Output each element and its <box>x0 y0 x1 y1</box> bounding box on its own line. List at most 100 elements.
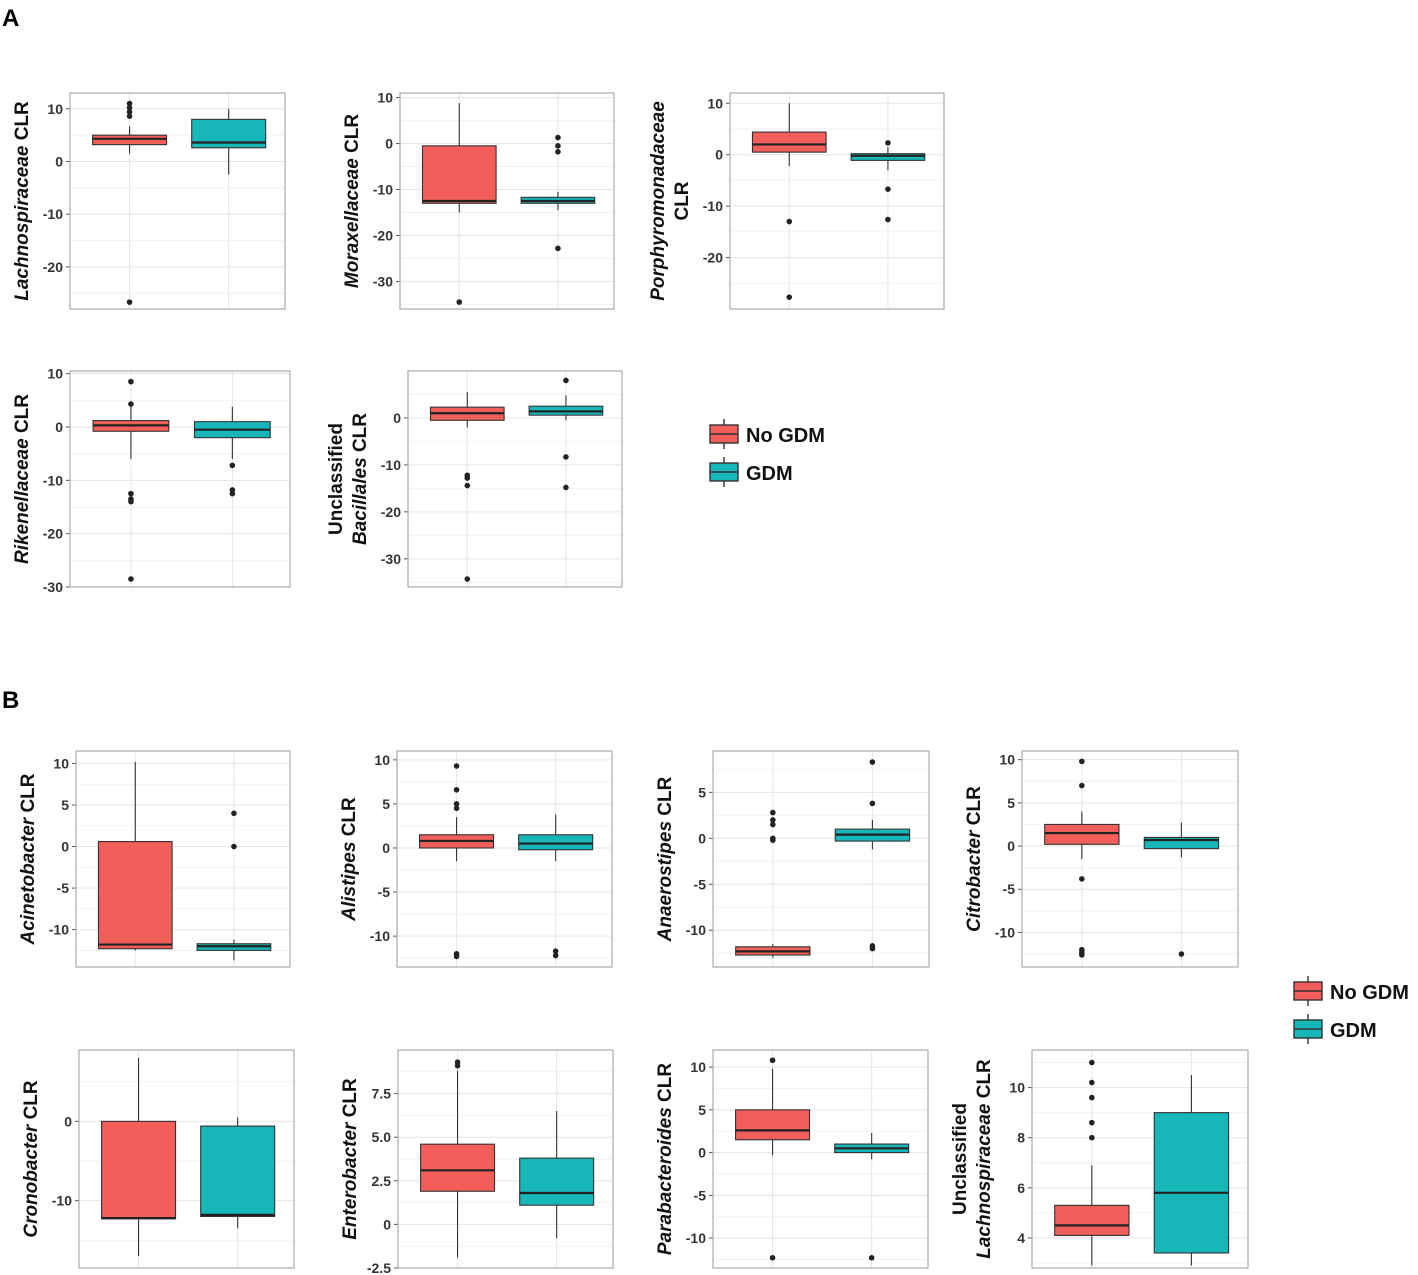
box-no-gdm <box>97 761 173 951</box>
y-tick-label: 0 <box>61 839 69 855</box>
y-tick-label: 10 <box>999 752 1015 768</box>
iqr-box <box>751 131 827 153</box>
y-tick-label: 0 <box>715 147 723 163</box>
y-tick-label: -30 <box>373 273 393 289</box>
outlier-point <box>128 490 134 497</box>
y-tick-label: 7.5 <box>372 1086 392 1102</box>
y-tick-label: -5 <box>57 880 70 896</box>
y-tick-label: 10 <box>1009 1080 1025 1096</box>
outlier-point <box>770 809 776 816</box>
y-tick-label: 5 <box>1007 795 1015 811</box>
outlier-point <box>126 113 133 119</box>
outlier-point <box>1079 876 1085 882</box>
y-tick-label: -10 <box>686 922 706 938</box>
boxplot-12: 10 8 6 4 Unclassified Lachnospiraceae CLR <box>950 1049 1249 1269</box>
y-axis-label: Unclassified <box>950 1103 971 1215</box>
box-gdm <box>191 108 267 175</box>
boxplot-3: 10 0 -10 -20 -30 Rikenellaceae CLR <box>12 366 291 595</box>
y-tick-label: -10 <box>43 472 63 488</box>
y-tick-label: 10 <box>377 90 393 106</box>
y-tick-label: -20 <box>43 259 63 275</box>
panel-label-a: A <box>2 5 19 32</box>
y-axis-label: Bacillales CLR <box>350 413 371 545</box>
plot-frame <box>397 1049 614 1269</box>
y-tick-label: -20 <box>381 504 401 520</box>
y-axis-label: Unclassified <box>326 423 347 535</box>
box-gdm <box>193 406 271 497</box>
boxplot-9: 0 -10 Cronobacter CLR <box>21 1049 295 1269</box>
y-axis-label: Lachnospiraceae CLR <box>974 1059 995 1259</box>
y-tick-label: 0 <box>393 410 401 426</box>
iqr-box <box>200 1125 276 1218</box>
y-tick-label: -10 <box>43 206 63 222</box>
outlier-point <box>231 810 237 817</box>
outlier-point <box>786 218 793 225</box>
y-tick-label: -5 <box>1003 881 1016 897</box>
plot-background <box>1022 751 1238 967</box>
outlier-point <box>869 800 876 807</box>
y-tick-label: -10 <box>49 922 69 938</box>
y-axis-label: Anaerostipes CLR <box>655 776 676 942</box>
iqr-box <box>421 145 497 204</box>
box-no-gdm <box>419 763 495 960</box>
outlier-point <box>453 801 460 807</box>
outlier-point <box>454 1062 461 1069</box>
legend-panel-a: No GDM GDM <box>709 419 825 487</box>
box-gdm <box>196 810 272 961</box>
y-tick-label: 0 <box>383 1216 391 1232</box>
plot-frame <box>69 92 286 310</box>
y-tick-label: 5 <box>698 784 706 800</box>
plot-background <box>70 371 290 587</box>
plot-background <box>408 371 622 587</box>
outlier-point <box>453 953 460 960</box>
outlier-point <box>453 805 460 812</box>
box-gdm <box>519 1111 595 1239</box>
y-tick-label: 0 <box>55 419 63 435</box>
box-no-gdm <box>735 809 811 958</box>
y-axis-label: Citrobacter CLR <box>964 786 985 932</box>
y-tick-label: -10 <box>703 198 723 214</box>
plot-background <box>713 751 929 967</box>
box-no-gdm <box>92 100 168 305</box>
boxplot-1: 10 0 -10 -20 -30 Moraxellaceae CLR <box>342 90 615 310</box>
box-gdm <box>200 1117 276 1229</box>
y-tick-label: 10 <box>47 101 63 117</box>
plot-frame <box>712 750 930 968</box>
outlier-point <box>563 377 569 384</box>
outlier-point <box>464 576 471 582</box>
iqr-box <box>1054 1204 1130 1236</box>
y-tick-label: 5 <box>382 796 390 812</box>
y-axis-label: Moraxellaceae CLR <box>342 114 363 289</box>
outlier-point <box>552 948 559 954</box>
legend-label-gdm: GDM <box>1330 1020 1377 1042</box>
y-tick-label: 0 <box>385 136 393 152</box>
y-tick-label: 10 <box>690 1059 706 1075</box>
plot-frame <box>712 1049 929 1269</box>
plot-frame <box>396 750 613 968</box>
boxplot-4: 0 -10 -20 -30 Unclassified Bacillales CLR <box>326 370 623 588</box>
plot-frame <box>78 1049 295 1269</box>
y-tick-label: -20 <box>373 227 393 243</box>
plot-frame <box>75 750 291 968</box>
y-tick-label: 6 <box>1017 1180 1025 1196</box>
y-axis-label: Parabacteroides CLR <box>655 1063 676 1255</box>
outlier-point <box>126 299 133 305</box>
y-tick-label: 0 <box>698 830 706 846</box>
box-no-gdm <box>421 103 497 305</box>
box-no-gdm <box>735 1057 811 1261</box>
outlier-point <box>555 143 561 149</box>
iqr-box <box>97 841 173 950</box>
y-axis-label: Alistipes CLR <box>339 797 360 922</box>
y-tick-label: 10 <box>707 95 723 111</box>
outlier-point <box>885 140 891 146</box>
y-tick-label: -5 <box>694 1187 707 1203</box>
outlier-point <box>770 837 776 843</box>
outlier-point <box>128 401 134 407</box>
outlier-point <box>770 821 776 828</box>
iqr-box <box>420 1143 496 1192</box>
outlier-point <box>1079 758 1085 765</box>
outlier-point <box>453 786 460 793</box>
y-tick-label: -20 <box>43 526 63 542</box>
outlier-point <box>1089 1094 1095 1101</box>
outlier-point <box>868 1254 875 1261</box>
